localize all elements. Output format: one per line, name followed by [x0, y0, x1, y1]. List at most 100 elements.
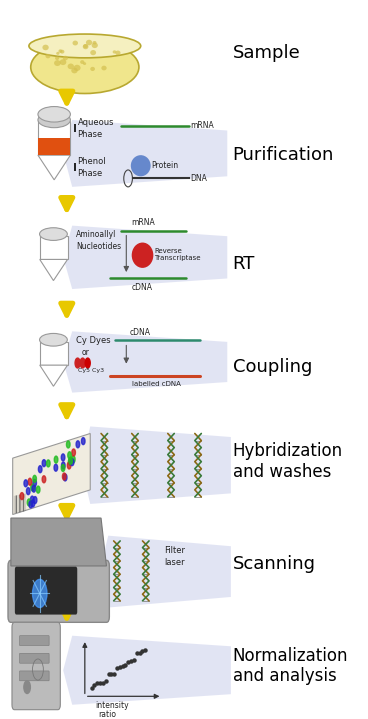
Polygon shape	[38, 155, 70, 180]
Text: mRNA: mRNA	[191, 121, 214, 130]
Text: Protein: Protein	[152, 161, 179, 170]
Polygon shape	[23, 494, 24, 512]
Circle shape	[42, 476, 46, 483]
Circle shape	[76, 441, 80, 448]
Text: Reverse
Transcriptase: Reverse Transcriptase	[155, 248, 201, 261]
Text: Filter
laser: Filter laser	[164, 546, 185, 567]
Circle shape	[71, 456, 75, 463]
Circle shape	[61, 462, 65, 469]
Polygon shape	[25, 493, 26, 511]
Polygon shape	[63, 226, 227, 289]
Polygon shape	[19, 495, 21, 513]
Circle shape	[26, 487, 30, 495]
Polygon shape	[40, 260, 67, 280]
FancyBboxPatch shape	[12, 623, 60, 710]
Polygon shape	[15, 495, 17, 513]
Ellipse shape	[113, 50, 116, 54]
Circle shape	[24, 480, 28, 487]
FancyBboxPatch shape	[20, 671, 49, 681]
Ellipse shape	[131, 155, 151, 176]
Ellipse shape	[74, 65, 81, 71]
Polygon shape	[99, 536, 231, 608]
Circle shape	[85, 358, 90, 368]
Text: or: or	[81, 348, 89, 357]
Ellipse shape	[71, 68, 78, 73]
Circle shape	[54, 456, 58, 463]
Text: DNA: DNA	[191, 174, 207, 183]
FancyBboxPatch shape	[20, 636, 49, 646]
Text: Phenol
Phase: Phenol Phase	[78, 157, 106, 178]
Ellipse shape	[60, 50, 64, 54]
Circle shape	[81, 438, 85, 444]
Ellipse shape	[83, 44, 88, 50]
Circle shape	[29, 501, 32, 508]
Text: Hybridization
and washes: Hybridization and washes	[233, 442, 343, 481]
FancyBboxPatch shape	[15, 567, 77, 615]
Circle shape	[31, 496, 34, 503]
Circle shape	[42, 459, 46, 467]
Polygon shape	[21, 494, 22, 512]
Circle shape	[31, 484, 34, 491]
Circle shape	[36, 486, 40, 493]
Ellipse shape	[29, 34, 141, 58]
Ellipse shape	[40, 334, 67, 346]
Text: cDNA: cDNA	[130, 328, 151, 337]
Text: Normalization
and analysis: Normalization and analysis	[233, 646, 348, 685]
Circle shape	[32, 580, 47, 608]
Circle shape	[61, 454, 65, 461]
Ellipse shape	[83, 44, 88, 48]
FancyBboxPatch shape	[8, 560, 109, 623]
Polygon shape	[38, 137, 70, 155]
Ellipse shape	[56, 52, 60, 55]
Text: Aminoallyl
Nucleotides: Aminoallyl Nucleotides	[76, 230, 121, 251]
Text: Sample: Sample	[233, 44, 300, 62]
Polygon shape	[63, 636, 231, 705]
Polygon shape	[40, 236, 67, 260]
Circle shape	[68, 452, 71, 459]
Polygon shape	[38, 122, 70, 155]
Text: Cy Dyes: Cy Dyes	[76, 336, 110, 345]
Polygon shape	[81, 426, 231, 504]
Ellipse shape	[63, 56, 68, 60]
Text: Cy5 Cy3: Cy5 Cy3	[78, 368, 104, 373]
Circle shape	[67, 462, 71, 469]
Circle shape	[61, 464, 65, 472]
Polygon shape	[40, 342, 67, 365]
Circle shape	[33, 497, 37, 503]
Circle shape	[68, 458, 72, 465]
Ellipse shape	[90, 50, 96, 55]
Circle shape	[28, 478, 32, 485]
Polygon shape	[40, 365, 67, 386]
Circle shape	[54, 464, 58, 471]
Circle shape	[67, 441, 70, 448]
Ellipse shape	[46, 54, 50, 58]
Ellipse shape	[55, 56, 59, 60]
Circle shape	[75, 358, 80, 368]
Circle shape	[70, 459, 74, 466]
Circle shape	[72, 449, 75, 456]
Text: RT: RT	[233, 255, 255, 273]
Text: Coupling: Coupling	[233, 357, 312, 375]
Ellipse shape	[90, 67, 95, 71]
Ellipse shape	[72, 40, 78, 45]
Ellipse shape	[86, 40, 92, 45]
Polygon shape	[13, 434, 90, 515]
Ellipse shape	[42, 45, 49, 50]
Text: ratio: ratio	[98, 710, 116, 719]
Circle shape	[20, 493, 24, 500]
Ellipse shape	[80, 60, 84, 64]
Circle shape	[33, 480, 36, 487]
Polygon shape	[17, 495, 19, 513]
Text: cDNA: cDNA	[132, 283, 153, 292]
Circle shape	[31, 500, 35, 507]
Ellipse shape	[115, 50, 121, 55]
Circle shape	[80, 358, 85, 368]
Ellipse shape	[92, 41, 96, 45]
Text: mRNA: mRNA	[132, 218, 155, 227]
Circle shape	[27, 499, 31, 506]
Ellipse shape	[38, 112, 70, 128]
Circle shape	[33, 475, 36, 482]
Ellipse shape	[31, 41, 139, 93]
Ellipse shape	[54, 60, 61, 66]
Text: Scanning: Scanning	[233, 555, 316, 573]
